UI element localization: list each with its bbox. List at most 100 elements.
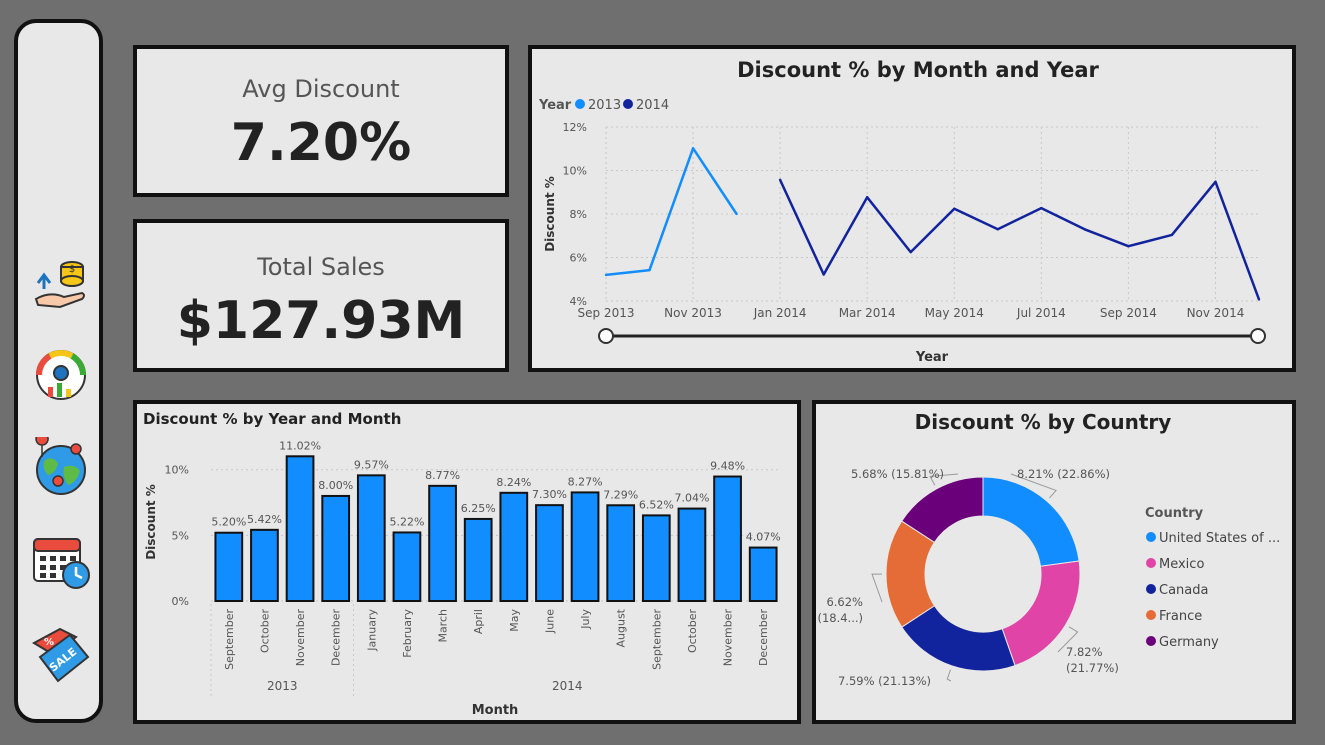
bar-9 [535, 504, 564, 602]
line-xtick-label: Nov 2013 [664, 306, 722, 320]
bar-category-label: March [437, 609, 450, 643]
bar-10 [570, 491, 600, 602]
donut-leader-line [1010, 473, 1057, 499]
line-ytick-label: 4% [570, 295, 587, 308]
bar-category-label: November [722, 609, 735, 667]
line-ytick-label: 10% [563, 165, 587, 178]
bar-value-label: 8.77% [425, 469, 460, 482]
legend-label-2014: 2014 [636, 98, 669, 113]
line-point-2014 [1083, 228, 1087, 231]
bar-category-label: September [650, 609, 663, 670]
line-legend-title: Year [538, 98, 572, 113]
total-sales-label: Total Sales [257, 253, 385, 281]
bar-12 [641, 514, 671, 602]
bar-category-label: September [223, 609, 236, 670]
bar-group-label: 2014 [552, 679, 583, 693]
bar-category-label: June [543, 609, 556, 634]
line-point-2014 [1214, 180, 1217, 184]
avg-discount-card: Avg Discount 7.20% [133, 45, 509, 197]
donut-leader-line [1057, 626, 1079, 653]
donut-legend-marker [1146, 610, 1156, 620]
donut-legend-item[interactable]: Mexico [1159, 557, 1204, 572]
year-slider-start-handle[interactable] [598, 328, 614, 344]
bar-chart-panel: Discount % by Year and Month 0% 5% 10% Disco… [133, 400, 801, 724]
line-chart-title: Discount % by Month and Year [737, 58, 1099, 82]
svg-text:%: % [44, 637, 54, 648]
donut-legend-item[interactable]: Canada [1159, 583, 1208, 598]
bar-category-label: October [686, 609, 699, 653]
sale-tag-icon[interactable]: SALE % [30, 623, 92, 685]
sidebar-nav: $ SALE % [14, 19, 103, 723]
donut-slice-0 [982, 476, 1080, 567]
line-point-2013 [691, 147, 695, 150]
avg-discount-value: 7.20% [230, 113, 412, 173]
bar-chart-title: Discount % by Year and Month [143, 410, 401, 428]
finance-coins-icon[interactable]: $ [30, 253, 92, 315]
bar-5 [392, 531, 422, 603]
bar-4 [356, 474, 386, 602]
line-point-2013 [604, 273, 608, 277]
line-point-2013 [735, 212, 738, 216]
bar-value-label: 8.00% [318, 479, 353, 492]
donut-chart[interactable]: Discount % by Country 8.21% (22.86%) 7.82%… [816, 404, 1292, 720]
line-series-2014 [778, 179, 1261, 300]
donut-data-label: 5.68% (15.81%) [851, 467, 944, 481]
donut-leader-line [946, 669, 952, 682]
bar-8 [499, 491, 529, 602]
bar-7 [463, 517, 493, 602]
line-point-2014 [1040, 206, 1043, 210]
bar-category-label: October [258, 609, 271, 653]
line-x-axis-label: Year [915, 350, 949, 365]
total-sales-card: Total Sales $127.93M [133, 219, 509, 372]
bar-value-label: 5.20% [211, 516, 246, 529]
bar-x-axis-label: Month [472, 703, 519, 718]
line-xtick-label: Mar 2014 [839, 306, 896, 320]
bar-value-label: 9.48% [710, 460, 745, 473]
bar-category-label: July [579, 609, 592, 630]
line-xtick-label: Sep 2013 [578, 306, 635, 320]
bar-3 [321, 494, 351, 602]
gauge-dashboard-icon[interactable] [30, 345, 92, 407]
line-point-2014 [778, 178, 782, 182]
bar-category-label: August [615, 608, 628, 647]
donut-legend-item[interactable]: United States of ... [1159, 531, 1280, 546]
line-point-2014 [953, 207, 956, 210]
line-ytick-label: 6% [570, 252, 587, 265]
bar-value-label: 6.25% [461, 502, 496, 515]
bar-value-label: 5.42% [247, 513, 282, 526]
donut-data-label: 7.82% [1066, 645, 1103, 659]
line-point-2014 [1127, 244, 1130, 248]
bar-13 [677, 507, 707, 602]
bar-value-label: 8.27% [568, 475, 603, 488]
calendar-clock-icon[interactable] [30, 529, 92, 591]
line-xtick-label: Jan 2014 [753, 306, 807, 320]
line-chart[interactable]: Discount % by Month and Year Year 2013 2014… [532, 49, 1292, 368]
bar-value-label: 4.07% [746, 531, 781, 544]
legend-marker-2014 [623, 99, 633, 109]
line-ytick-label: 12% [563, 121, 587, 134]
legend-marker-2013 [575, 99, 585, 109]
line-xtick-label: May 2014 [925, 306, 984, 320]
line-xtick-label: Nov 2014 [1187, 306, 1245, 320]
bar-chart[interactable]: Discount % by Year and Month 0% 5% 10% Disco… [137, 404, 797, 720]
line-xtick-label: Sep 2014 [1100, 306, 1157, 320]
donut-legend-title: Country [1145, 506, 1204, 521]
bar-value-label: 7.29% [603, 488, 638, 501]
bar-2 [285, 455, 315, 602]
bar-category-label: May [508, 609, 521, 632]
bar-value-label: 6.52% [639, 498, 674, 511]
legend-label-2013: 2013 [588, 98, 621, 113]
donut-legend-item[interactable]: Germany [1159, 635, 1219, 650]
line-point-2014 [866, 196, 869, 199]
donut-data-label: (21.77%) [1066, 661, 1119, 675]
donut-legend-item[interactable]: France [1159, 609, 1202, 624]
line-point-2014 [996, 228, 999, 231]
donut-legend-marker [1146, 584, 1156, 594]
year-slider-end-handle[interactable] [1250, 328, 1266, 344]
globe-map-icon[interactable] [30, 437, 92, 499]
line-point-2013 [648, 268, 651, 272]
donut-legend-marker [1146, 636, 1156, 646]
bar-15 [748, 546, 778, 602]
donut-leader-line [929, 473, 959, 486]
avg-discount-label: Avg Discount [242, 75, 400, 103]
